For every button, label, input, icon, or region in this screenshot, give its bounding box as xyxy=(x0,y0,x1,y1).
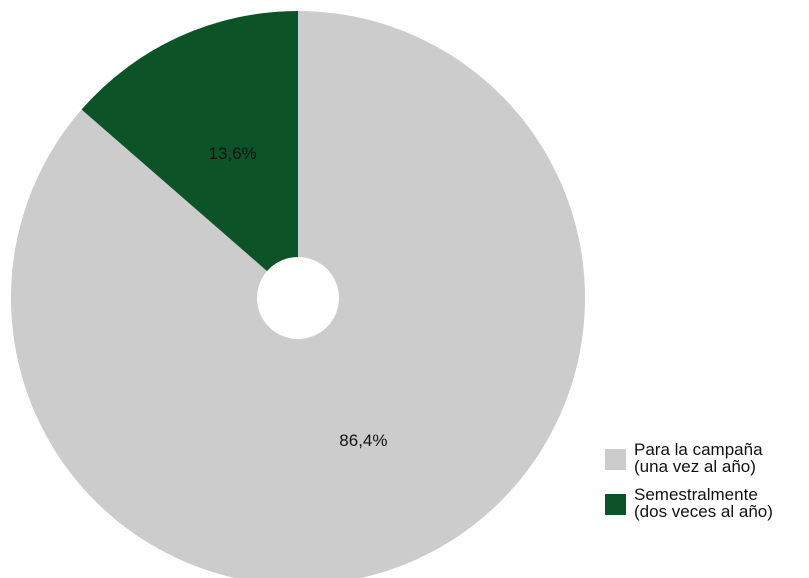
donut-hole xyxy=(257,257,339,339)
pie-slice-1 xyxy=(81,11,299,298)
legend: Para la campaña (una vez al año) Semestr… xyxy=(605,441,773,531)
slice-label-1: 13,6% xyxy=(208,144,256,163)
legend-label-line: (una vez al año) xyxy=(634,457,756,476)
legend-swatch-para-la-campana xyxy=(605,449,626,470)
legend-label-line: Semestralmente xyxy=(634,485,758,504)
legend-label-semestralmente: Semestralmente (dos veces al año) xyxy=(634,486,773,520)
legend-item-semestralmente: Semestralmente (dos veces al año) xyxy=(605,486,773,520)
slice-label-0: 86,4% xyxy=(339,431,387,450)
legend-swatch-semestralmente xyxy=(605,494,626,515)
legend-label-para-la-campana: Para la campaña (una vez al año) xyxy=(634,441,763,475)
legend-label-line: Para la campaña xyxy=(634,440,763,459)
legend-item-para-la-campana: Para la campaña (una vez al año) xyxy=(605,441,773,475)
legend-label-line: (dos veces al año) xyxy=(634,502,773,521)
